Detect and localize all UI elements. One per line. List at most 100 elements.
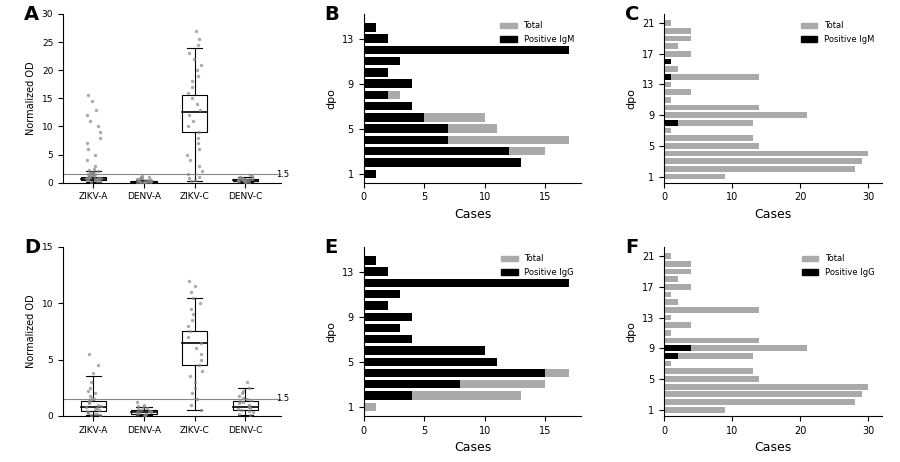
Point (244, 396, 258, 404)
Point (79, 176, 94, 183)
Point (92, 407, 106, 414)
Point (241, 402, 256, 409)
Bar (664, 361, 671, 366)
Point (89, 404, 104, 412)
Point (91, 401, 105, 408)
Point (237, 177, 251, 185)
Bar (364, 279, 570, 287)
Point (188, 176, 202, 183)
Point (87, 176, 102, 184)
Text: F: F (625, 238, 638, 257)
Point (93, 177, 107, 185)
Point (238, 176, 253, 183)
Bar (131, 410, 157, 413)
Bar (364, 34, 388, 43)
Point (80, 92, 94, 99)
Point (134, 175, 148, 182)
Point (192, 173, 206, 181)
Bar (664, 299, 678, 305)
Point (131, 402, 146, 409)
Point (182, 175, 196, 182)
Point (83, 173, 97, 180)
Point (88, 389, 103, 397)
Bar (81, 401, 106, 411)
X-axis label: Cases: Cases (754, 208, 792, 221)
Point (83, 392, 97, 399)
Point (86, 172, 101, 180)
Bar (364, 369, 545, 377)
Bar (664, 330, 671, 336)
Bar (364, 136, 570, 144)
Point (134, 407, 148, 414)
Point (137, 401, 151, 408)
Point (94, 402, 108, 409)
Point (187, 55, 202, 62)
Bar (364, 158, 521, 167)
Point (93, 411, 107, 419)
Point (238, 178, 253, 185)
Bar (664, 384, 868, 389)
Point (184, 389, 199, 397)
Point (185, 117, 200, 125)
Bar (664, 353, 752, 359)
Bar (364, 324, 400, 332)
Point (195, 168, 210, 175)
Point (139, 410, 153, 417)
Point (231, 174, 246, 182)
Point (192, 128, 206, 136)
Bar (664, 368, 752, 374)
Point (190, 67, 204, 74)
Point (130, 179, 144, 186)
Point (188, 27, 202, 35)
Bar (364, 57, 400, 65)
Point (143, 177, 157, 184)
Bar (364, 68, 388, 77)
Y-axis label: Normalized OD: Normalized OD (26, 61, 36, 135)
Y-axis label: dpo: dpo (626, 321, 636, 342)
Point (81, 173, 95, 181)
Point (86, 395, 101, 402)
Bar (664, 407, 725, 413)
X-axis label: Cases: Cases (454, 208, 491, 221)
Bar (364, 267, 388, 276)
Point (89, 175, 104, 182)
Point (184, 288, 199, 296)
Point (94, 128, 108, 136)
Point (136, 403, 150, 411)
Bar (182, 96, 207, 132)
Point (193, 299, 207, 307)
Point (184, 401, 198, 408)
Bar (364, 301, 388, 310)
Bar (364, 301, 388, 310)
Point (93, 134, 107, 141)
Point (183, 373, 197, 380)
Bar (664, 120, 678, 126)
Text: 1.5: 1.5 (275, 170, 289, 179)
Bar (664, 158, 861, 164)
Bar (364, 23, 375, 31)
Point (143, 176, 157, 183)
X-axis label: Cases: Cases (754, 441, 792, 454)
Bar (364, 23, 375, 31)
Point (133, 173, 148, 181)
Bar (364, 170, 375, 178)
Text: D: D (23, 238, 40, 257)
Bar (664, 376, 760, 382)
Point (91, 123, 105, 130)
Legend: Total, Positive IgG: Total, Positive IgG (498, 251, 577, 280)
Bar (664, 66, 678, 72)
Point (81, 176, 95, 183)
Point (231, 177, 246, 185)
Bar (364, 380, 461, 389)
Bar (364, 158, 521, 167)
Point (192, 36, 206, 43)
Point (90, 177, 104, 184)
Point (79, 403, 94, 411)
Point (86, 172, 100, 179)
Point (233, 173, 248, 180)
Bar (664, 322, 691, 328)
Bar (664, 28, 691, 34)
Bar (664, 74, 671, 79)
Point (132, 177, 147, 185)
Bar (364, 335, 412, 343)
